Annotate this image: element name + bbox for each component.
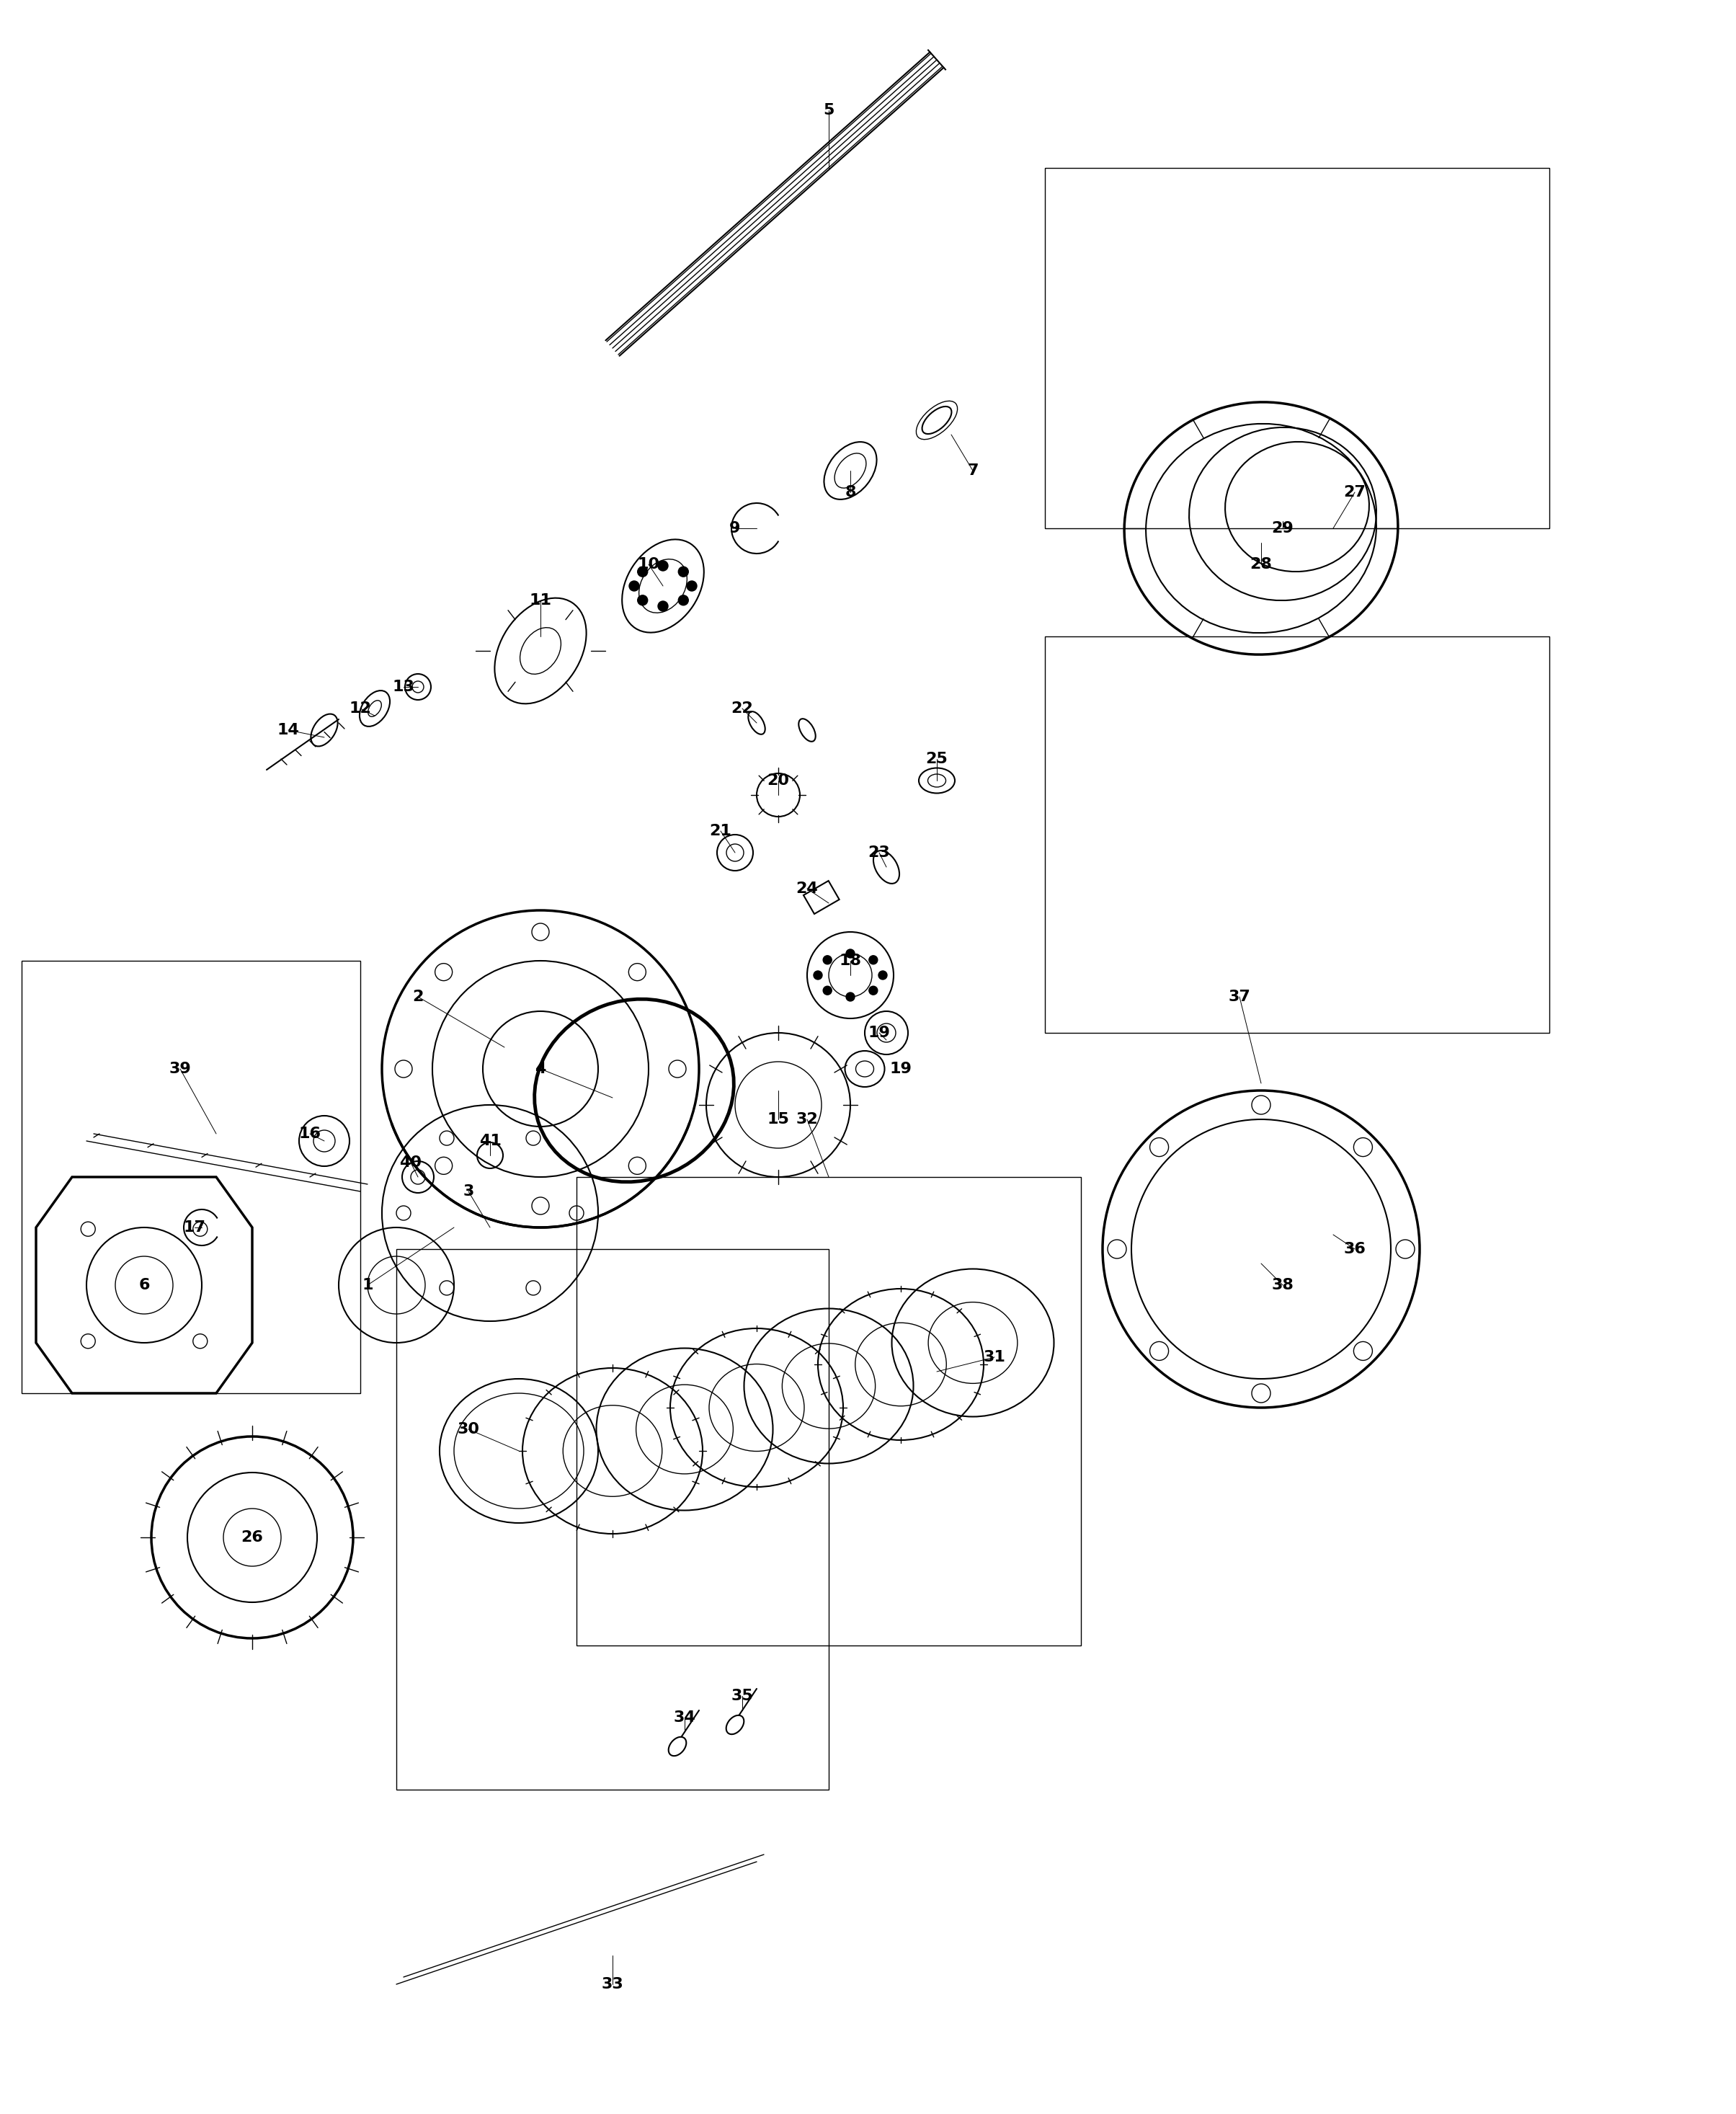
Text: 9: 9	[729, 522, 741, 535]
Text: 28: 28	[1250, 558, 1272, 571]
Text: 19: 19	[868, 1025, 891, 1040]
Text: 15: 15	[767, 1112, 790, 1127]
Text: 6: 6	[139, 1279, 149, 1292]
Circle shape	[679, 567, 689, 577]
Text: 35: 35	[731, 1689, 753, 1704]
Text: 31: 31	[983, 1351, 1005, 1364]
Bar	[804, 882, 838, 913]
Text: 32: 32	[797, 1112, 818, 1127]
Text: 23: 23	[868, 846, 891, 860]
Text: 17: 17	[184, 1220, 207, 1235]
Text: 22: 22	[731, 702, 753, 717]
Text: 20: 20	[767, 774, 790, 789]
Text: 37: 37	[1229, 989, 1250, 1004]
Text: 30: 30	[457, 1423, 479, 1438]
Circle shape	[628, 581, 639, 592]
Circle shape	[823, 985, 832, 996]
Text: 38: 38	[1271, 1279, 1293, 1292]
Circle shape	[687, 581, 696, 592]
Text: 19: 19	[889, 1061, 911, 1076]
Text: 14: 14	[278, 723, 299, 738]
Text: 1: 1	[361, 1279, 373, 1292]
Circle shape	[870, 956, 878, 964]
Text: 24: 24	[797, 882, 818, 896]
Text: 3: 3	[464, 1184, 474, 1199]
Ellipse shape	[726, 1714, 745, 1733]
Circle shape	[637, 567, 648, 577]
Circle shape	[814, 970, 823, 979]
Text: 25: 25	[925, 753, 948, 765]
Text: 2: 2	[413, 989, 424, 1004]
Ellipse shape	[311, 715, 339, 746]
Text: 21: 21	[710, 824, 733, 839]
Text: 4: 4	[535, 1061, 547, 1076]
Circle shape	[878, 970, 887, 979]
Text: 39: 39	[168, 1061, 191, 1076]
Text: 7: 7	[967, 463, 979, 478]
Circle shape	[658, 600, 668, 611]
Text: 18: 18	[838, 953, 861, 968]
Text: 27: 27	[1344, 484, 1366, 499]
Circle shape	[823, 956, 832, 964]
Circle shape	[637, 596, 648, 605]
Text: 5: 5	[823, 104, 835, 118]
Circle shape	[679, 596, 689, 605]
Text: 10: 10	[637, 558, 660, 571]
Ellipse shape	[668, 1738, 686, 1757]
Text: 8: 8	[845, 484, 856, 499]
Text: 26: 26	[241, 1531, 264, 1545]
Text: 33: 33	[601, 1977, 623, 1991]
Text: 13: 13	[392, 681, 415, 693]
Text: 41: 41	[479, 1133, 502, 1148]
Circle shape	[845, 949, 854, 958]
Text: 40: 40	[399, 1156, 422, 1169]
Circle shape	[845, 991, 854, 1002]
Circle shape	[658, 560, 668, 571]
Text: 16: 16	[299, 1127, 321, 1142]
Text: 34: 34	[674, 1710, 696, 1725]
Text: 36: 36	[1344, 1241, 1366, 1256]
Bar	[576, 1177, 1082, 1645]
Text: 12: 12	[349, 702, 372, 717]
Text: 29: 29	[1272, 522, 1293, 535]
Circle shape	[870, 985, 878, 996]
Text: 11: 11	[529, 594, 552, 607]
